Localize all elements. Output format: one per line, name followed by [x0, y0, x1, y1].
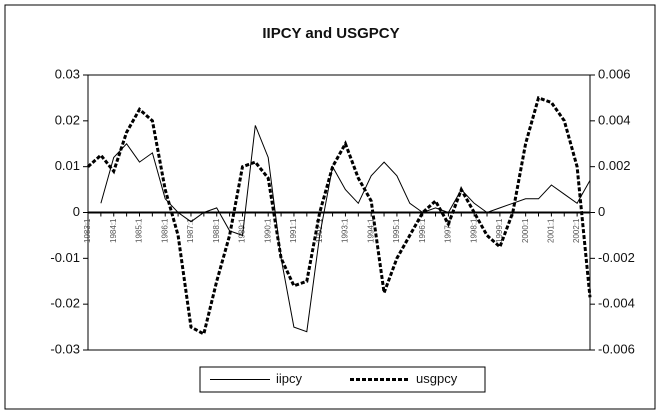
y-tick-label: -0.02 [50, 296, 80, 311]
y-tick-label: 0.01 [55, 158, 80, 173]
y2-tick-label: -0.004 [598, 296, 635, 311]
y2-tick-label: -0.002 [598, 250, 635, 265]
x-tick-label: 1990:1 [263, 218, 272, 243]
x-tick-label: 1987:1 [186, 218, 195, 243]
x-tick-label: 1997:1 [444, 218, 453, 243]
x-tick-label: 1985:1 [135, 218, 144, 243]
chart-title: IIPCY and USGPCY [262, 25, 399, 42]
y-tick-label: 0.03 [55, 66, 80, 81]
x-tick-label: 2002:1 [572, 218, 581, 243]
x-tick-label: 1988:1 [212, 218, 221, 243]
x-tick-label: 1992:1 [315, 218, 324, 243]
x-tick-label: 1998:1 [469, 218, 478, 243]
series-line [87, 95, 592, 337]
legend-label: usgpcy [416, 371, 458, 386]
x-tick-label: 1991:1 [289, 218, 298, 243]
x-tick-label: 1989:1 [238, 218, 247, 243]
y-tick-label: 0 [73, 204, 80, 219]
chart-border [4, 4, 656, 410]
x-tick-label: 1983:1 [83, 218, 92, 243]
x-tick-label: 2000:1 [521, 218, 530, 243]
x-tick-label: 1995:1 [392, 218, 401, 243]
y2-tick-label: 0 [598, 204, 605, 219]
y-tick-label: -0.03 [50, 341, 80, 356]
series-line [100, 125, 591, 333]
y2-tick-label: 0.004 [598, 112, 631, 127]
x-tick-label: 1994:1 [366, 218, 375, 243]
y2-tick-label: 0.002 [598, 158, 631, 173]
y-tick-label: -0.01 [50, 250, 80, 265]
x-tick-label: 1999:1 [495, 218, 504, 243]
x-tick-label: 2001:1 [546, 218, 555, 243]
x-tick-label: 1984:1 [109, 218, 118, 243]
x-tick-label: 1996:1 [418, 218, 427, 243]
x-tick-label: 1993:1 [341, 218, 350, 243]
legend-label: iipcy [276, 371, 303, 386]
y2-tick-label: -0.006 [598, 341, 635, 356]
y2-tick-label: 0.006 [598, 66, 631, 81]
y-tick-label: 0.02 [55, 112, 80, 127]
x-tick-label: 1986:1 [160, 218, 169, 243]
